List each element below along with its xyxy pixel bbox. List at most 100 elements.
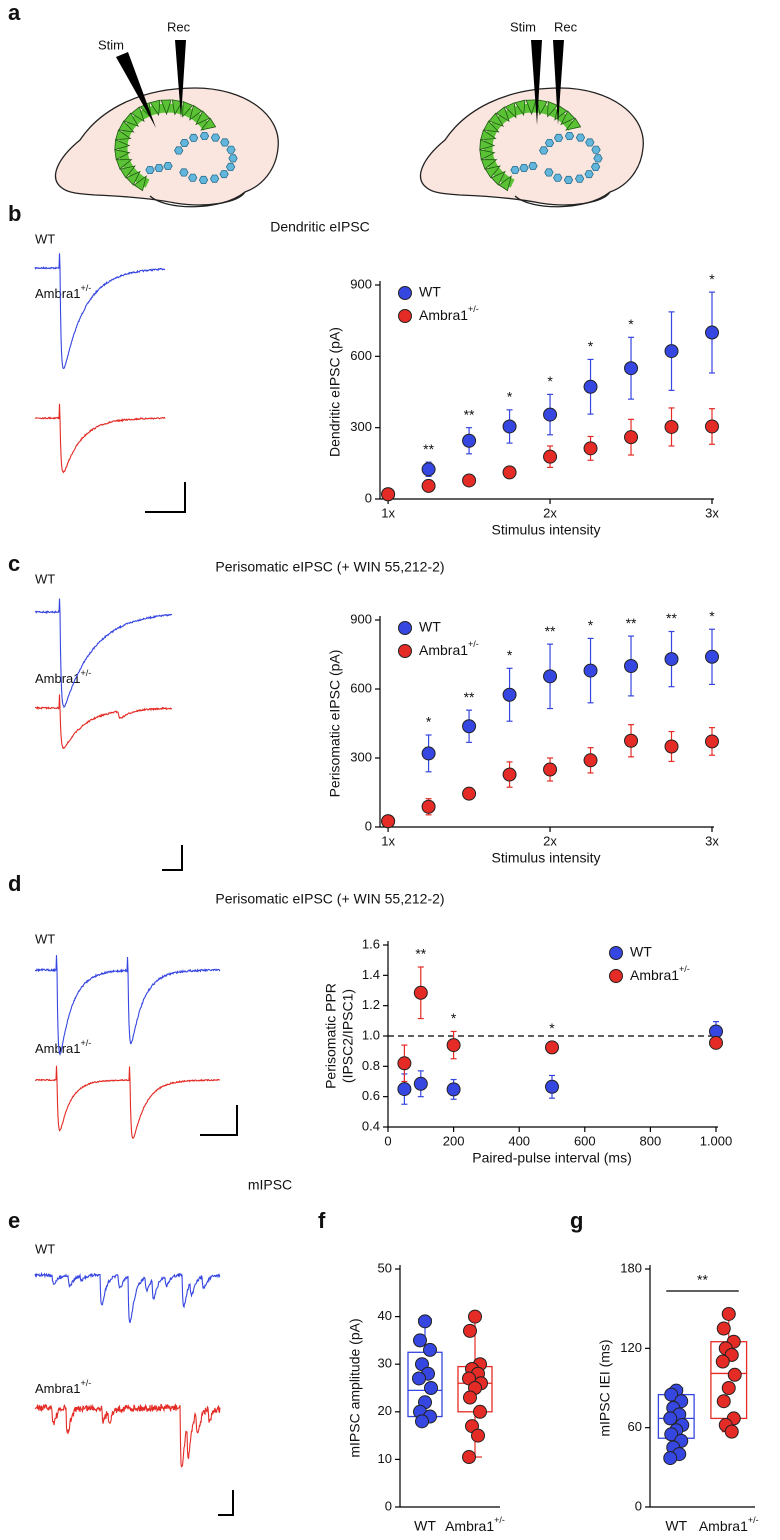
data-point (705, 649, 719, 664)
data-point (715, 1354, 730, 1369)
trace-label: Ambra1+/- (35, 1038, 91, 1056)
data-point (502, 767, 517, 782)
y-tick-label: 40 (378, 1308, 392, 1323)
hippocampus-lobe (149, 191, 246, 208)
data-point (664, 1387, 679, 1402)
data-point (468, 1309, 482, 1324)
example-trace (35, 598, 173, 709)
data-point (583, 753, 598, 768)
scale-bar (200, 1105, 238, 1136)
granule-cell (179, 168, 189, 177)
data-point (462, 1450, 476, 1465)
granule-cell (539, 146, 549, 155)
data-point (545, 1040, 559, 1055)
legend-label: WT (419, 284, 441, 300)
x-tick-label: WT (665, 1518, 687, 1534)
pyramidal-cell (536, 99, 548, 116)
pyramidal-cell (479, 149, 496, 161)
data-point (381, 487, 396, 502)
data-point (421, 746, 436, 761)
granule-cell (584, 170, 594, 179)
data-point (543, 407, 558, 422)
data-point (502, 419, 517, 434)
example-trace (34, 1065, 221, 1139)
trace-label: WT (35, 571, 55, 586)
pyramidal-cell (130, 106, 145, 123)
legend-marker (609, 969, 623, 983)
y-tick-label: 0.4 (362, 1118, 380, 1133)
scale-bars (145, 482, 238, 1516)
significance: * (588, 617, 594, 633)
granule-cell (574, 174, 585, 183)
data-point (446, 1082, 461, 1097)
significance: * (451, 1010, 457, 1026)
pyramidal-cell (115, 129, 132, 141)
example-trace (34, 403, 166, 474)
significance: * (709, 271, 715, 287)
data-point (583, 663, 598, 678)
data-point (462, 786, 477, 801)
chart-title: Perisomatic eIPSC (+ WIN 55,212-2) (215, 891, 444, 907)
data-point (705, 325, 719, 340)
pyramidal-cell (480, 159, 498, 170)
pyramidal-cell (171, 99, 183, 116)
x-tick-label: 1x (381, 833, 395, 848)
pyramidal-cell (498, 175, 512, 192)
data-point (543, 669, 558, 684)
y-tick-label: 0 (635, 1498, 642, 1513)
data-point (724, 1424, 739, 1439)
pyramidal-cell (133, 175, 147, 192)
y-tick-label: 120 (620, 1340, 642, 1355)
significance: ** (415, 946, 426, 962)
x-tick-label: 3x (705, 505, 719, 520)
significance: ** (626, 615, 637, 631)
example-trace (34, 1403, 221, 1468)
data-point (471, 1428, 485, 1443)
pyramidal-cell (547, 101, 559, 118)
pyramidal-cell (484, 165, 501, 179)
data-point (446, 1038, 461, 1053)
data-point (421, 462, 436, 477)
data-point (664, 344, 679, 359)
significance: * (549, 1020, 555, 1036)
data-point (421, 478, 436, 493)
y-tick-label: 0.8 (362, 1058, 380, 1073)
significance: * (628, 316, 634, 332)
y-axis-label: Perisomatic eIPSC (pA) (327, 650, 343, 798)
pyramidal-cell (118, 120, 135, 133)
y-tick-label: 0 (385, 1498, 392, 1513)
pyramidal-cell (160, 99, 172, 116)
x-tick-label: 400 (508, 1133, 530, 1148)
panel-title: mIPSC (248, 1177, 292, 1193)
pyramidal-cell (480, 129, 497, 141)
x-tick-label: 600 (574, 1133, 596, 1148)
data-point (624, 659, 639, 673)
data-point (705, 734, 719, 749)
data-point (664, 739, 679, 754)
stim-electrode (116, 52, 156, 128)
pyramidal-cell (114, 139, 131, 151)
trace-label: WT (35, 231, 55, 246)
pyramidal-cell (565, 117, 582, 131)
x-axis-label: Stimulus intensity (492, 850, 601, 866)
y-tick-label: 60 (628, 1419, 642, 1434)
rec-label: Rec (554, 19, 578, 34)
data-point (709, 1035, 723, 1050)
granule-cell (575, 133, 586, 142)
data-point (716, 1394, 731, 1409)
x-tick-label: 1.000 (700, 1133, 733, 1148)
granule-cell (163, 161, 173, 171)
pyramidal-cell (514, 99, 526, 117)
x-tick-label: 2x (543, 833, 557, 848)
data-point (727, 1367, 742, 1382)
example-trace (34, 955, 221, 1056)
legend-label: Ambra1+/- (630, 964, 690, 982)
pyramidal-cell (479, 139, 496, 151)
trace-label: Ambra1+/- (35, 283, 91, 301)
panel-label: a (8, 0, 21, 25)
data-point (413, 985, 428, 1000)
granule-cell (210, 133, 221, 142)
granule-cell (225, 162, 236, 172)
granule-cell (145, 165, 155, 175)
x-tick-label: 200 (443, 1133, 465, 1148)
